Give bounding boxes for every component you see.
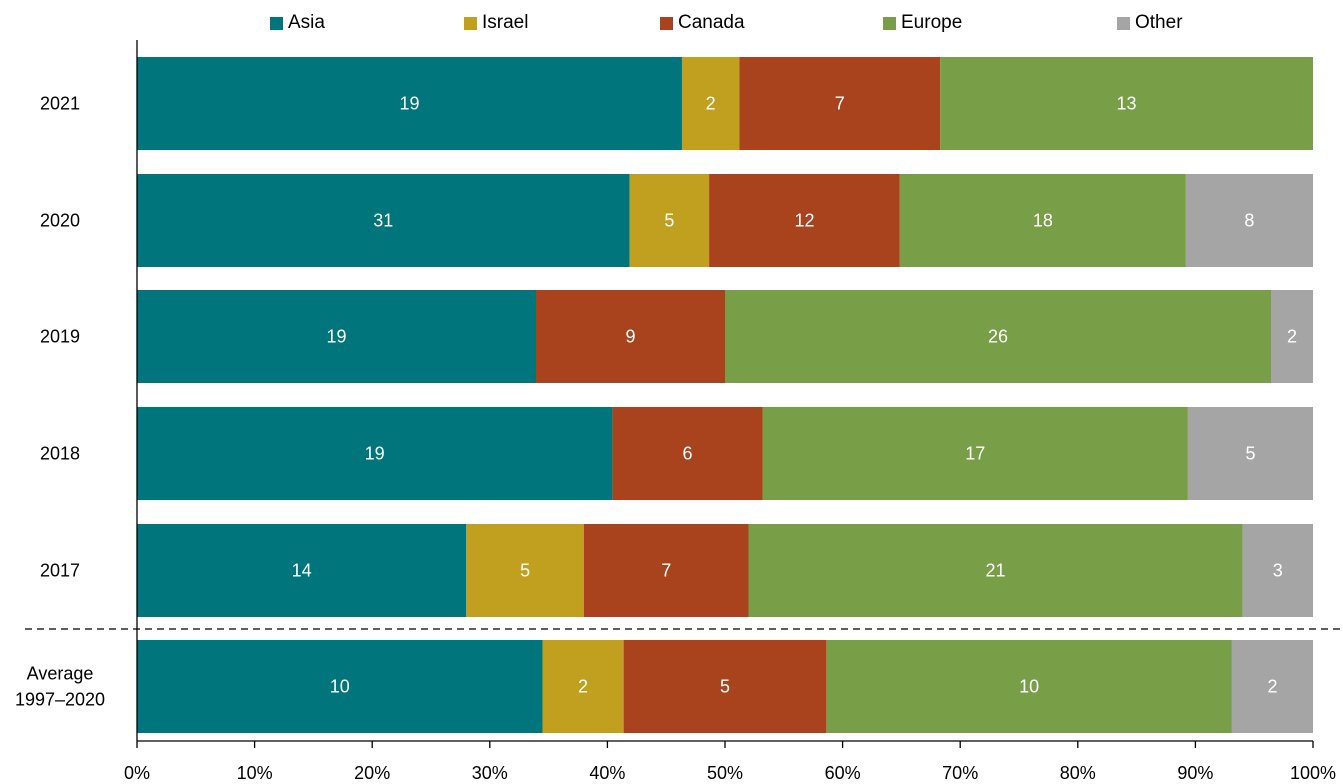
- legend-label: Israel: [482, 12, 529, 33]
- bar-segment-other: [1242, 524, 1313, 617]
- data-label: 3: [1273, 561, 1283, 581]
- data-label: 7: [835, 94, 845, 114]
- data-label: 7: [661, 561, 671, 581]
- x-tick-label: 40%: [589, 763, 625, 783]
- legend: Asia Israel Canada Europe Other: [0, 12, 1343, 38]
- x-tick-label: 20%: [354, 763, 390, 783]
- x-tick-label: 100%: [1290, 763, 1336, 783]
- legend-swatch: [270, 16, 283, 30]
- bar-segment-asia: [137, 57, 682, 150]
- data-label: 5: [1245, 444, 1255, 464]
- data-label: 19: [365, 444, 385, 464]
- bar-segment-israel: [466, 524, 584, 617]
- bar-segment-europe: [762, 407, 1188, 500]
- bar-segment-canada: [623, 640, 827, 733]
- legend-label: Asia: [288, 12, 325, 33]
- bar-segment-europe: [826, 640, 1232, 733]
- legend-item-israel: Israel: [464, 12, 528, 34]
- bar-segment-canada: [583, 524, 749, 617]
- x-tick-label: 50%: [707, 763, 743, 783]
- category-label: Average: [27, 664, 94, 684]
- data-label: 2: [1287, 327, 1297, 347]
- data-label: 13: [1117, 94, 1137, 114]
- bar-segment-other: [1185, 174, 1313, 267]
- data-label: 31: [373, 211, 393, 231]
- legend-label: Europe: [901, 12, 963, 33]
- data-label: 19: [399, 94, 419, 114]
- data-label: 2: [578, 677, 588, 697]
- bar-segment-other: [1231, 640, 1313, 733]
- bar-segment-asia: [137, 407, 613, 500]
- data-label: 2: [1267, 677, 1277, 697]
- data-label: 10: [330, 677, 350, 697]
- legend-item-other: Other: [1117, 12, 1183, 34]
- bar-segment-israel: [681, 57, 740, 150]
- bar-segment-asia: [137, 640, 543, 733]
- data-label: 6: [682, 444, 692, 464]
- data-label: 8: [1244, 211, 1254, 231]
- data-label: 5: [520, 561, 530, 581]
- bar-segment-other: [1271, 290, 1313, 383]
- bar-segment-canada: [612, 407, 763, 500]
- category-label: 2017: [40, 561, 80, 581]
- legend-item-canada: Canada: [660, 12, 745, 34]
- legend-swatch: [883, 16, 896, 30]
- data-label: 10: [1019, 677, 1039, 697]
- category-label: 2018: [40, 444, 80, 464]
- category-label: 1997–2020: [15, 690, 105, 710]
- data-label: 18: [1033, 211, 1053, 231]
- category-label: 2021: [40, 94, 80, 114]
- legend-item-asia: Asia: [270, 12, 325, 34]
- data-label: 21: [985, 561, 1005, 581]
- category-label: 2019: [40, 327, 80, 347]
- bar-segment-europe: [940, 57, 1313, 150]
- x-tick-label: 0%: [124, 763, 150, 783]
- bar-segment-europe: [725, 290, 1271, 383]
- legend-swatch: [1117, 16, 1130, 30]
- bar-segment-europe: [748, 524, 1243, 617]
- data-label: 9: [625, 327, 635, 347]
- x-tick-label: 70%: [942, 763, 978, 783]
- legend-item-europe: Europe: [883, 12, 962, 34]
- legend-label: Other: [1135, 12, 1183, 33]
- x-tick-label: 60%: [825, 763, 861, 783]
- data-label: 5: [720, 677, 730, 697]
- data-label: 19: [326, 327, 346, 347]
- legend-label: Canada: [678, 12, 745, 33]
- bar-segment-israel: [542, 640, 624, 733]
- data-label: 14: [292, 561, 312, 581]
- bar-segment-canada: [536, 290, 725, 383]
- x-tick-label: 10%: [237, 763, 273, 783]
- data-label: 2: [706, 94, 716, 114]
- bar-segment-israel: [629, 174, 710, 267]
- bar-segment-asia: [137, 290, 536, 383]
- data-label: 26: [988, 327, 1008, 347]
- x-tick-label: 90%: [1177, 763, 1213, 783]
- bar-segment-other: [1187, 407, 1313, 500]
- legend-swatch: [660, 16, 673, 30]
- bar-segment-asia: [137, 174, 630, 267]
- bar-segment-europe: [899, 174, 1186, 267]
- legend-swatch: [464, 16, 477, 30]
- category-label: 2020: [40, 211, 80, 231]
- bar-segment-canada: [739, 57, 941, 150]
- data-label: 5: [664, 211, 674, 231]
- data-label: 12: [794, 211, 814, 231]
- bar-segment-canada: [709, 174, 900, 267]
- x-tick-label: 80%: [1060, 763, 1096, 783]
- bar-segment-asia: [137, 524, 467, 617]
- x-tick-label: 30%: [472, 763, 508, 783]
- data-label: 17: [965, 444, 985, 464]
